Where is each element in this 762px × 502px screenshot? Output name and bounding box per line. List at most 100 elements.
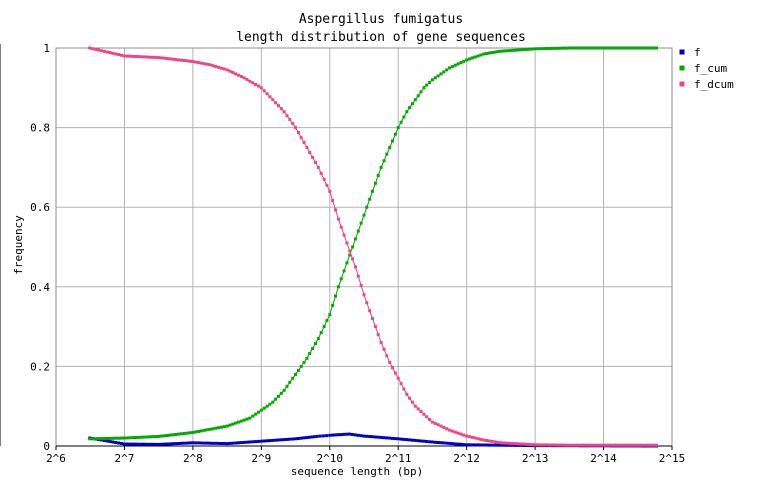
data-point — [547, 443, 551, 447]
data-point — [425, 440, 429, 443]
data-point — [462, 433, 466, 437]
data-point — [396, 126, 400, 130]
data-point — [351, 257, 355, 261]
data-point — [325, 434, 329, 438]
data-point — [231, 422, 235, 426]
data-point — [388, 436, 392, 440]
data-point — [385, 354, 389, 358]
data-point — [576, 46, 580, 50]
data-point — [302, 360, 306, 364]
data-point — [228, 423, 232, 427]
data-point — [314, 342, 317, 345]
data-point — [362, 434, 366, 438]
data-point — [536, 443, 540, 447]
data-point — [282, 388, 286, 392]
legend-label: f_cum — [694, 62, 727, 75]
data-point — [185, 431, 189, 435]
data-point — [199, 429, 203, 433]
data-point — [499, 443, 503, 447]
data-point — [171, 433, 175, 437]
data-point — [459, 442, 463, 446]
data-point — [122, 54, 126, 58]
data-point — [331, 303, 335, 307]
data-point — [328, 433, 332, 437]
data-point — [522, 442, 526, 446]
data-point — [277, 104, 280, 108]
data-point — [490, 443, 494, 447]
data-point — [502, 443, 506, 447]
data-point — [371, 435, 374, 439]
data-point — [177, 432, 181, 436]
data-point — [368, 435, 372, 438]
data-point — [276, 438, 280, 442]
data-point — [573, 443, 577, 447]
data-point — [251, 81, 255, 85]
data-point — [601, 443, 605, 447]
x-tick-label: 2^15 — [659, 452, 686, 465]
data-point — [362, 213, 366, 217]
data-point — [122, 442, 126, 446]
data-point — [202, 428, 206, 432]
data-point — [456, 431, 460, 435]
data-point — [342, 233, 346, 237]
data-point — [356, 433, 360, 437]
data-point — [590, 46, 594, 50]
y-tick-label: 1 — [43, 42, 50, 55]
data-point — [111, 440, 115, 444]
data-point — [365, 205, 369, 209]
data-point — [137, 435, 141, 439]
data-point — [576, 443, 580, 447]
data-point — [234, 72, 238, 76]
data-point — [274, 438, 278, 442]
data-point — [294, 372, 297, 376]
data-point — [382, 159, 386, 163]
data-point — [470, 435, 474, 439]
data-point — [160, 434, 163, 438]
data-point — [468, 435, 471, 439]
data-point — [436, 441, 440, 444]
data-point — [157, 56, 161, 60]
data-point — [646, 443, 650, 447]
data-point — [217, 426, 220, 430]
data-point — [621, 443, 625, 447]
data-point — [271, 98, 275, 102]
data-point — [419, 410, 423, 413]
data-point — [624, 46, 628, 50]
data-point — [655, 46, 658, 50]
data-point — [396, 437, 400, 441]
data-point — [640, 46, 644, 50]
data-point — [610, 46, 613, 50]
data-point — [448, 428, 451, 432]
data-point — [314, 160, 317, 164]
data-point — [88, 437, 92, 441]
data-point — [382, 347, 386, 351]
data-point — [482, 443, 486, 447]
data-point — [339, 225, 343, 229]
data-point — [601, 46, 605, 50]
data-point — [307, 435, 311, 439]
data-point — [191, 60, 195, 63]
data-point — [199, 441, 203, 445]
data-point — [157, 442, 161, 446]
data-point — [448, 441, 452, 445]
data-point — [530, 443, 534, 447]
data-point — [117, 436, 121, 440]
data-point — [102, 437, 106, 440]
data-point — [621, 46, 625, 50]
data-point — [416, 439, 420, 443]
data-point — [408, 106, 412, 110]
legend-swatch — [679, 65, 685, 71]
data-point — [174, 433, 178, 436]
data-point — [399, 382, 403, 386]
y-tick-label: 0 — [43, 440, 50, 453]
data-point — [379, 435, 383, 439]
legend-item: f_cum — [679, 62, 727, 75]
data-point — [333, 433, 337, 437]
data-point — [439, 441, 443, 445]
data-point — [470, 443, 474, 447]
data-point — [643, 443, 647, 447]
data-point — [299, 364, 303, 368]
data-point — [315, 434, 319, 438]
data-point — [533, 443, 537, 447]
data-point — [388, 360, 392, 364]
